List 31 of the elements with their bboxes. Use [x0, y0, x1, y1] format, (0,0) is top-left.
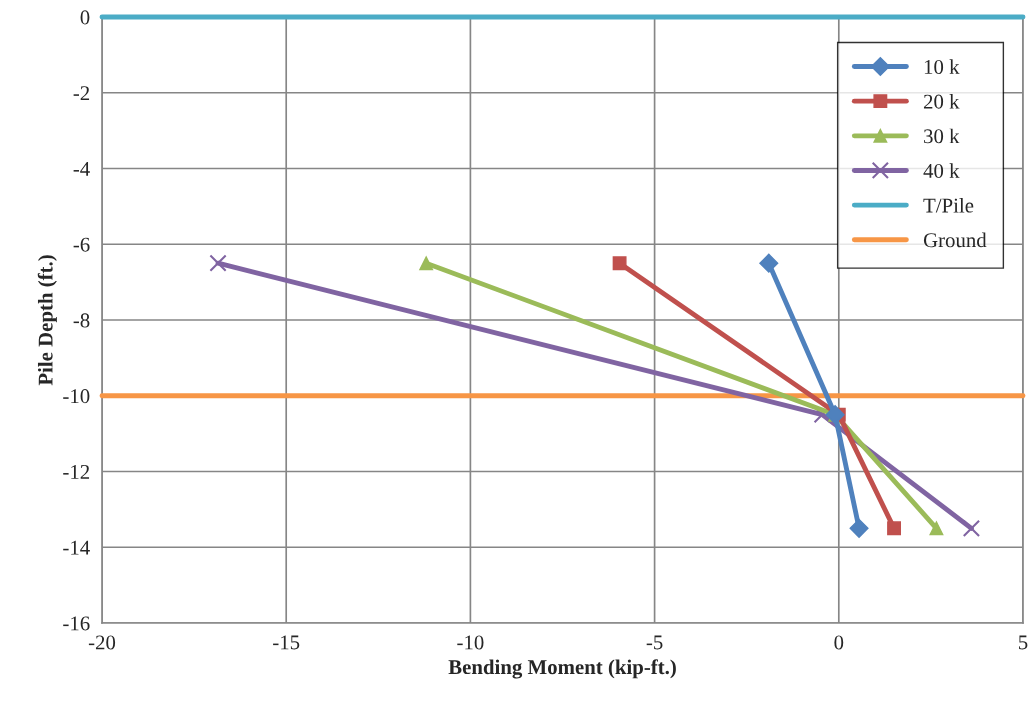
x-tick-label: -10	[457, 635, 484, 650]
y-tick-label: -16	[63, 616, 90, 631]
legend-label: 40 k	[923, 163, 960, 178]
x-tick-label: 0	[834, 635, 844, 650]
legend-label: Ground	[923, 232, 987, 248]
legend-label: 20 k	[923, 94, 960, 109]
point	[962, 519, 981, 537]
point	[849, 518, 869, 538]
legend-label: 10 k	[924, 59, 960, 75]
point	[209, 254, 227, 272]
y-tick-label: -6	[73, 237, 90, 252]
point	[759, 253, 779, 273]
legend-label: 30 k	[924, 128, 960, 144]
point	[419, 256, 434, 271]
x-tick-label: -15	[273, 635, 300, 650]
y-tick-label: -2	[73, 86, 90, 100]
y-axis-title: Pile Depth (ft.)	[37, 255, 57, 386]
y-tick-label: -12	[63, 464, 90, 479]
y-tick-label: -8	[73, 313, 90, 328]
x-tick-label: -20	[88, 635, 116, 650]
y-tick-label: 0	[80, 10, 90, 25]
point	[612, 256, 627, 271]
y-tick-label: -14	[63, 540, 90, 555]
point	[929, 521, 944, 536]
legend-label: T/Pile	[923, 197, 974, 213]
x-tick-label: 5	[1019, 635, 1028, 650]
y-tick-label: -10	[63, 389, 90, 404]
point	[887, 521, 902, 536]
y-tick-label: -4	[73, 162, 90, 176]
x-tick-label: -5	[646, 635, 663, 650]
x-axis-title: Bending Moment (kip-ft.)	[448, 659, 676, 679]
